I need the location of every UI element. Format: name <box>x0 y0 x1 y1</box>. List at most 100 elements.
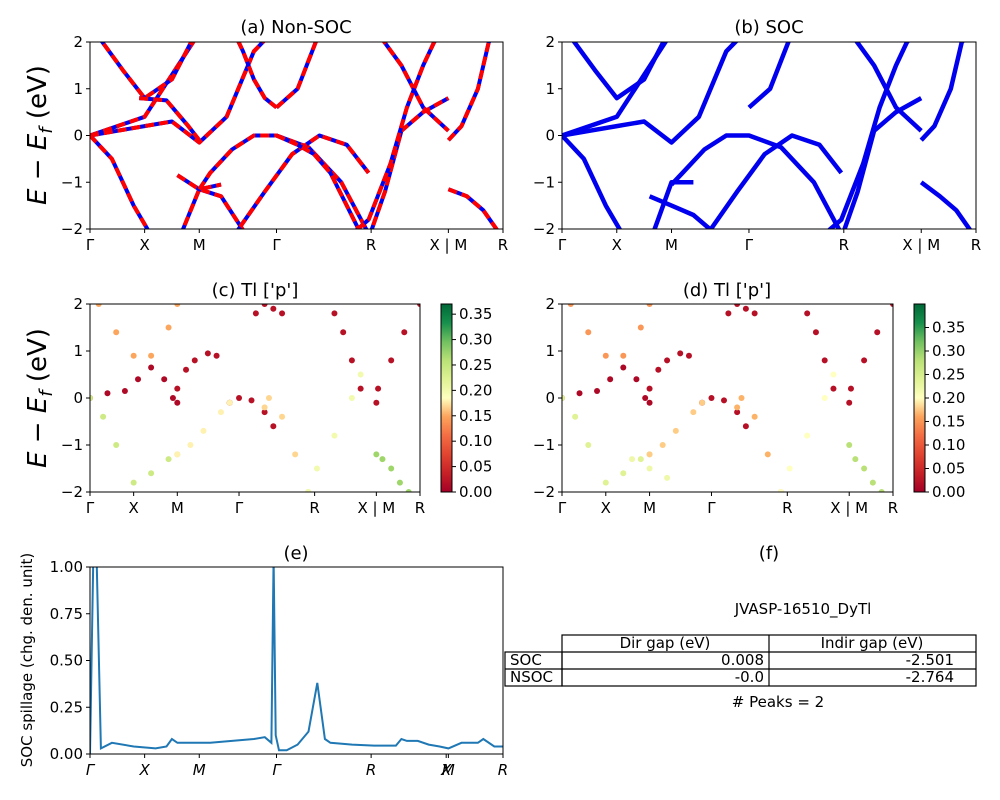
xtick-label: M <box>442 761 455 779</box>
projection-point <box>847 385 854 392</box>
projection-point <box>95 304 102 307</box>
projection-point <box>348 357 355 364</box>
projection-point <box>270 305 277 312</box>
table-title: JVASP-16510_DyTl <box>734 600 872 619</box>
projection-point <box>699 399 706 406</box>
panel-d-tl-p-projection: 210−1−2Γ X M Γ R X | M R0.350.300.250.200.150.… <box>533 295 966 517</box>
xtick-label: X <box>612 236 622 254</box>
xtick-label: Γ <box>707 499 716 517</box>
panel-e-soc-spillage: 1.000.750.500.250.00Γ X M Γ R XM R <box>50 558 509 779</box>
projection-point <box>861 357 868 364</box>
projection-point <box>861 465 868 472</box>
xtick-label: R <box>309 499 319 517</box>
projection-point <box>379 456 386 463</box>
projection-point <box>685 352 692 359</box>
projection-point <box>629 456 636 463</box>
band-line-nsoc-dash-3 <box>139 96 201 142</box>
projection-point <box>213 352 220 359</box>
band-line-soc-6 <box>747 42 923 133</box>
xtick-label: X | M <box>429 236 467 254</box>
projection-point <box>100 413 107 420</box>
projection-point <box>165 324 172 331</box>
xtick-label: R <box>839 236 849 254</box>
colorbar-tick-label: 0.25 <box>932 366 965 384</box>
xtick-label: Γ <box>86 761 96 779</box>
projection-point <box>261 304 268 307</box>
projection-point <box>200 427 207 434</box>
band-line-soc-11 <box>919 180 973 229</box>
projection-point <box>174 385 181 392</box>
ytick-label: 2 <box>545 33 555 51</box>
ytick-label: 0.25 <box>50 698 83 716</box>
colorbar-tick-label: 0.35 <box>932 319 965 337</box>
xtick-label: Γ <box>86 236 95 254</box>
colorbar-tick-label: 0.15 <box>932 413 965 431</box>
projection-point <box>804 432 811 439</box>
projection-point <box>417 304 420 307</box>
xtick-label: M <box>665 236 678 254</box>
projection-point <box>265 395 272 401</box>
projection-point <box>734 404 741 411</box>
band-line-soc-5 <box>669 133 842 229</box>
projection-point <box>664 357 671 364</box>
projection-point <box>620 470 627 477</box>
xtick-label: M <box>193 761 206 779</box>
projection-point <box>161 376 168 383</box>
projection-point <box>148 364 155 371</box>
projection-point <box>777 489 784 492</box>
band-line-nsoc-dash-14 <box>447 187 499 229</box>
table-header-dir-gap: Dir gap (eV) <box>620 634 711 652</box>
panel-c-ylabel: E − Ef (eV) <box>23 328 57 468</box>
ytick-label: 0.00 <box>50 745 83 763</box>
xtick-label: X | M <box>830 499 868 517</box>
plot-area <box>90 304 420 492</box>
colorbar-tick-label: 0.00 <box>932 483 965 501</box>
panel-e-ylabel: SOC spillage (chg. den. unit) <box>18 553 36 768</box>
ytick-label: −2 <box>61 483 83 501</box>
projection-point <box>130 479 137 486</box>
xtick-label: R <box>415 499 425 517</box>
band-line-soc-9 <box>826 42 911 229</box>
band-line-nsoc-13 <box>446 42 492 142</box>
projection-point <box>637 324 644 331</box>
projection-point <box>252 310 259 317</box>
projection-point <box>677 350 684 357</box>
projection-point <box>602 352 609 359</box>
panel-a-ylabel: E − Ef (eV) <box>23 65 57 205</box>
axes-frame <box>561 41 977 230</box>
band-line-nsoc-dash-0 <box>90 42 196 138</box>
band-line-nsoc-dash-13 <box>446 42 492 142</box>
xtick-label: M <box>643 499 656 517</box>
table-row-soc-dir: 0.008 <box>721 651 764 669</box>
panel-f-table-block: (f) JVASP-16510_DyTl Dir gap (eV) Indir … <box>504 543 977 711</box>
projection-point <box>331 432 338 439</box>
projection-point <box>174 304 181 307</box>
projection-point <box>585 329 592 336</box>
projection-point <box>742 305 749 312</box>
band-line-nsoc-dash-6 <box>197 133 369 229</box>
plot-area <box>90 567 503 754</box>
band-line-nsoc-7 <box>236 42 278 110</box>
xtick-label: Γ <box>86 499 95 517</box>
projection-point <box>646 465 653 472</box>
colorbar-tick-label: 0.05 <box>932 460 965 478</box>
projection-point <box>292 451 299 458</box>
peaks-count: # Peaks = 2 <box>732 693 824 711</box>
projection-point <box>890 304 893 307</box>
xtick-label: Γ <box>558 236 567 254</box>
colorbar-tick-label: 0.20 <box>932 389 965 407</box>
ytick-label: −1 <box>533 436 555 454</box>
projection-point <box>357 371 364 378</box>
axes-frame <box>89 566 504 755</box>
projection-point <box>572 413 579 420</box>
colorbar-tick-label: 0.20 <box>459 381 492 399</box>
projection-point <box>104 390 111 397</box>
ytick-label: 0 <box>73 127 83 145</box>
projection-point <box>786 465 793 472</box>
table-row-soc-indir: -2.501 <box>906 651 954 669</box>
projection-point <box>191 357 198 364</box>
band-line-nsoc-14 <box>447 187 499 229</box>
projection-point <box>646 304 653 307</box>
projection-point <box>401 329 408 336</box>
